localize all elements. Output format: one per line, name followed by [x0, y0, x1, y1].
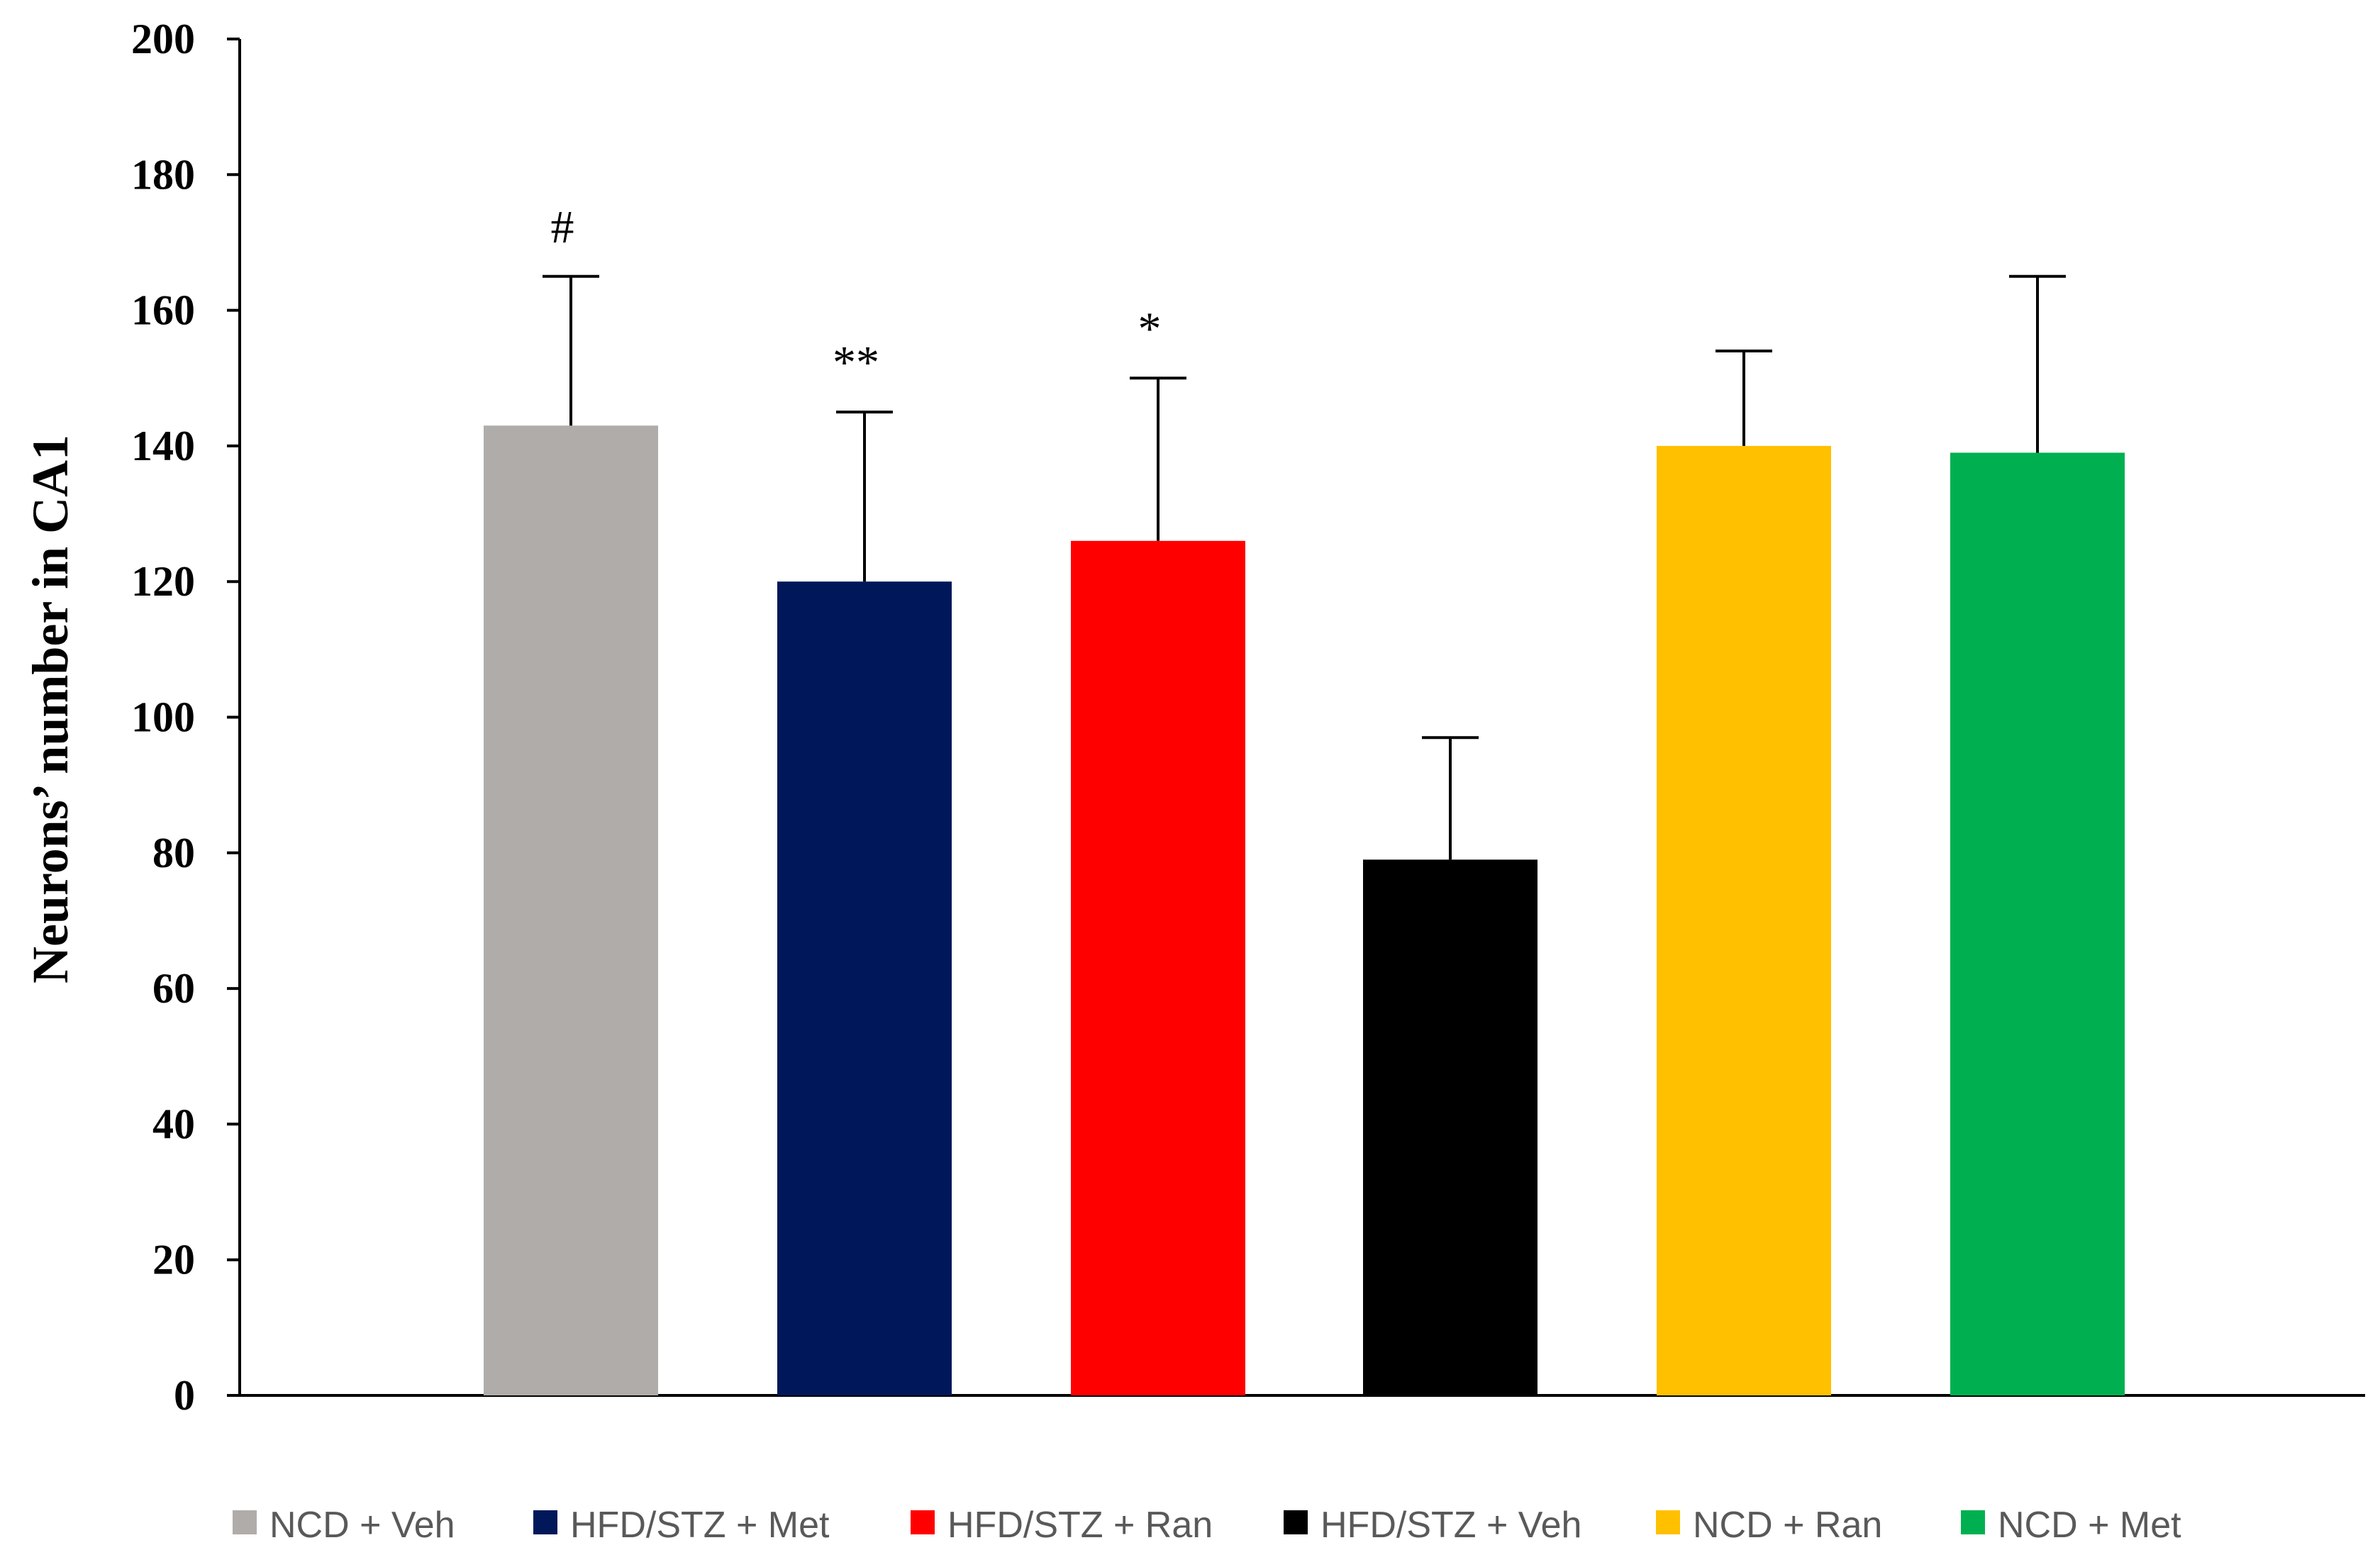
y-tick-label: 180	[131, 151, 195, 198]
y-tick-label: 160	[131, 287, 195, 334]
y-tick-label: 120	[131, 558, 195, 605]
significance-label-2: **	[833, 337, 879, 389]
y-tick-label: 80	[152, 830, 195, 876]
significance-label-3: *	[1138, 303, 1162, 355]
legend-swatch-3	[911, 1510, 935, 1534]
bar-4	[1363, 859, 1537, 1395]
y-tick-label: 0	[174, 1372, 195, 1419]
legend-label-3: HFD/STZ + Ran	[947, 1505, 1213, 1546]
legend-swatch-6	[1961, 1510, 1985, 1534]
legend-label-2: HFD/STZ + Met	[570, 1505, 830, 1546]
y-tick-label: 40	[152, 1100, 195, 1147]
y-tick-label: 20	[152, 1237, 195, 1283]
legend-label-4: HFD/STZ + Veh	[1320, 1505, 1581, 1546]
bar-5	[1657, 445, 1831, 1395]
legend-label-5: NCD + Ran	[1693, 1505, 1882, 1546]
y-tick-label: 200	[131, 16, 195, 62]
legend-swatch-4	[1284, 1510, 1308, 1534]
legend-label-6: NCD + Met	[1998, 1505, 2181, 1546]
y-tick-label: 100	[131, 694, 195, 741]
y-axis-label: Neurons’ number in CA1	[22, 435, 79, 983]
y-tick-label: 60	[152, 965, 195, 1012]
bar-2	[777, 581, 952, 1396]
legend-swatch-2	[533, 1510, 557, 1534]
bar-3	[1071, 540, 1245, 1395]
bar-1	[484, 425, 658, 1395]
y-tick-label: 140	[131, 423, 195, 469]
legend-label-1: NCD + Veh	[269, 1505, 455, 1546]
legend-swatch-1	[233, 1510, 257, 1534]
bar-6	[1950, 452, 2125, 1395]
significance-label-1: #	[551, 201, 574, 253]
legend-swatch-5	[1656, 1510, 1680, 1534]
